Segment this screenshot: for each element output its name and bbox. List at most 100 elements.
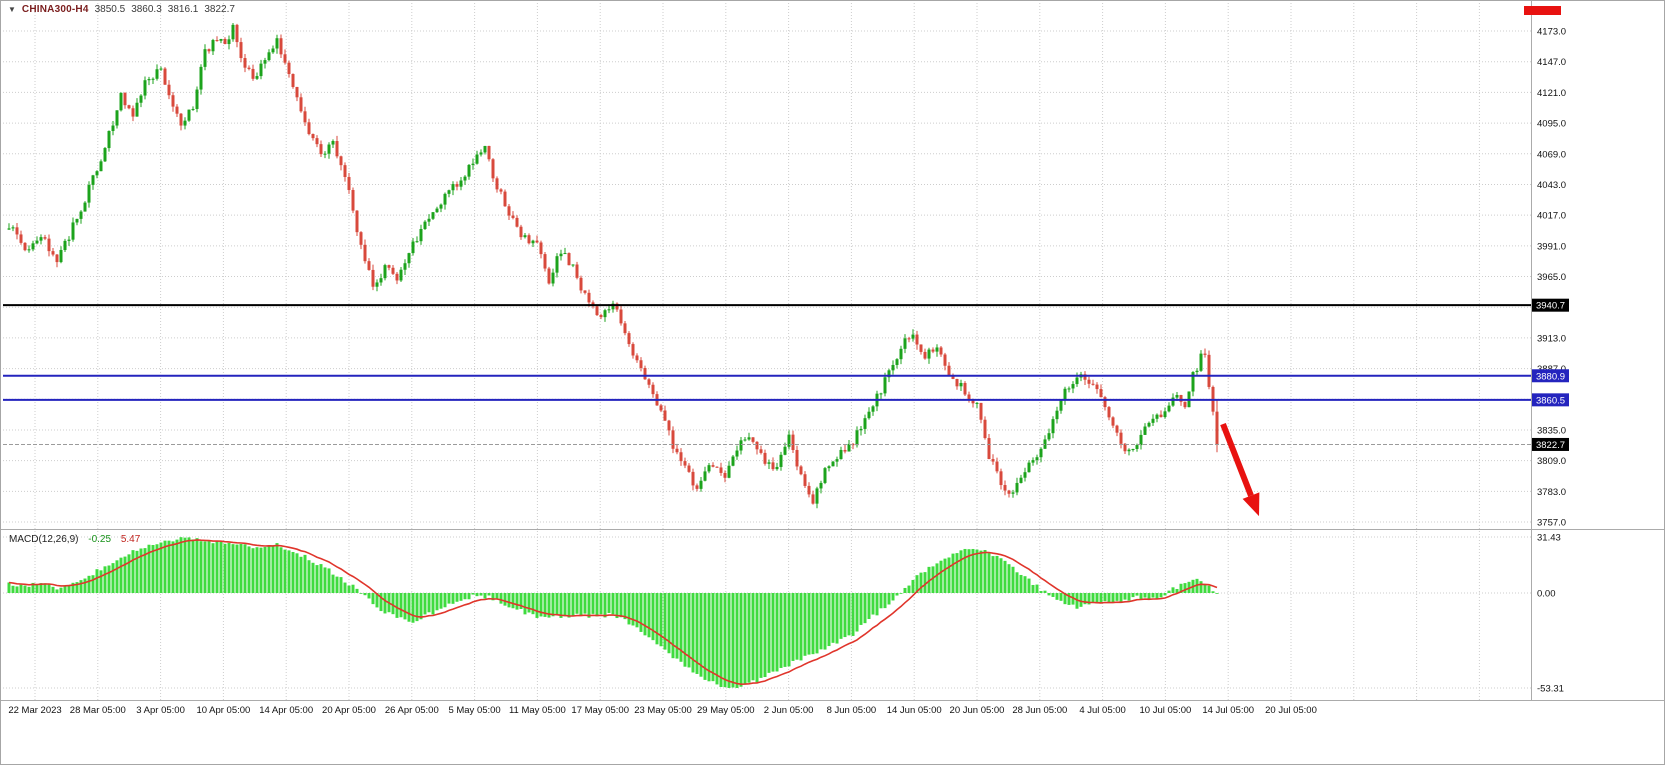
- top-right-marker[interactable]: [1524, 6, 1561, 15]
- candle-up: [935, 344, 939, 357]
- macd-bar: [903, 587, 907, 593]
- macd-bar: [747, 593, 751, 683]
- candle-down: [1203, 348, 1207, 358]
- candle-up: [427, 214, 431, 226]
- candle-up: [1075, 372, 1079, 387]
- candle-up: [523, 232, 527, 239]
- candle-up: [875, 390, 879, 412]
- macd-bar: [899, 593, 903, 594]
- candle-down: [19, 230, 23, 245]
- macd-bar: [1183, 583, 1187, 593]
- candle-down: [487, 145, 491, 162]
- candle-up: [111, 121, 115, 136]
- macd-bar: [1175, 588, 1179, 593]
- macd-bar: [1171, 587, 1175, 593]
- candle-down: [967, 391, 971, 403]
- candle-up: [1059, 399, 1063, 414]
- macd-signal-line: [8, 539, 1218, 686]
- macd-bar: [15, 586, 19, 593]
- macd-bar: [999, 558, 1003, 593]
- macd-bar: [851, 593, 855, 636]
- macd-bar: [303, 554, 307, 593]
- macd-bar: [1059, 593, 1063, 601]
- candle-down: [131, 105, 135, 122]
- candle-down: [567, 252, 571, 266]
- macd-bar: [539, 593, 543, 617]
- macd-bar: [807, 593, 811, 655]
- macd-bar: [931, 566, 935, 593]
- candle-up: [11, 225, 15, 232]
- macd-bar: [1207, 585, 1211, 593]
- candle-down: [919, 344, 923, 355]
- svg-text:3822.7: 3822.7: [1536, 440, 1565, 451]
- macd-bar: [35, 584, 39, 593]
- candle-down: [679, 448, 683, 466]
- time-tick-label: 14 Jun 05:00: [887, 705, 942, 716]
- candle-up: [975, 402, 979, 409]
- candle-up: [255, 72, 259, 81]
- candle-down: [599, 313, 603, 320]
- candle-down: [915, 330, 919, 350]
- trend-arrow[interactable]: [1220, 422, 1260, 517]
- candle-up: [731, 454, 735, 467]
- candle-down: [507, 204, 511, 220]
- candle-up: [119, 92, 123, 112]
- candle-up: [159, 66, 163, 71]
- macd-bar: [1063, 593, 1067, 605]
- macd-bar: [83, 578, 87, 593]
- candle-down: [127, 104, 131, 110]
- price-tick-label: 4069.0: [1537, 149, 1566, 160]
- candle-down: [587, 289, 591, 307]
- candle-down: [535, 235, 539, 244]
- time-tick-label: 20 Jun 05:00: [950, 705, 1005, 716]
- time-tick-label: 2 Jun 05:00: [764, 705, 814, 716]
- macd-bar: [1031, 584, 1035, 593]
- candle-up: [959, 379, 963, 391]
- ohlc-close: 3822.7: [204, 4, 235, 15]
- macd-bar: [891, 593, 895, 601]
- macd-bar: [219, 541, 223, 593]
- candle-down: [1115, 424, 1119, 437]
- macd-bar: [287, 550, 291, 593]
- candle-down: [651, 382, 655, 398]
- time-tick-label: 17 May 05:00: [571, 705, 629, 716]
- macd-bar: [671, 593, 675, 659]
- candle-up: [275, 34, 279, 54]
- macd-bar: [371, 593, 375, 605]
- macd-bar: [423, 593, 427, 615]
- macd-bar: [647, 593, 651, 638]
- candle-down: [931, 347, 935, 354]
- time-tick-label: 5 May 05:00: [448, 705, 500, 716]
- macd-bar: [1215, 593, 1219, 594]
- candle-down: [627, 331, 631, 347]
- macd-bar: [143, 548, 147, 593]
- macd-bar: [1111, 593, 1115, 603]
- macd-bar: [55, 589, 59, 593]
- candle-up: [31, 240, 35, 252]
- macd-bar: [1187, 581, 1191, 593]
- candle-up: [479, 149, 483, 157]
- candle-up: [459, 177, 463, 191]
- candle-down: [343, 162, 347, 182]
- macd-bar: [179, 537, 183, 593]
- macd-bar: [499, 593, 503, 604]
- symbol-timeframe-label: CHINA300-H4: [21, 4, 89, 15]
- macd-bar: [119, 557, 123, 593]
- symbol-dropdown-icon[interactable]: ▼: [8, 5, 16, 14]
- macd-bar: [711, 593, 715, 682]
- candle-down: [759, 445, 763, 455]
- macd-bar: [707, 593, 711, 682]
- candle-down: [1159, 410, 1163, 418]
- macd-bar: [823, 593, 827, 650]
- candle-down: [1107, 406, 1111, 421]
- candle-up: [259, 59, 263, 80]
- macd-bar: [455, 593, 459, 602]
- macd-histogram: [7, 537, 1219, 688]
- macd-bar: [171, 541, 175, 593]
- macd-bar: [703, 593, 707, 680]
- candle-down: [283, 49, 287, 65]
- candle-down: [179, 113, 183, 131]
- macd-bar: [99, 570, 103, 593]
- candle-up: [379, 273, 383, 286]
